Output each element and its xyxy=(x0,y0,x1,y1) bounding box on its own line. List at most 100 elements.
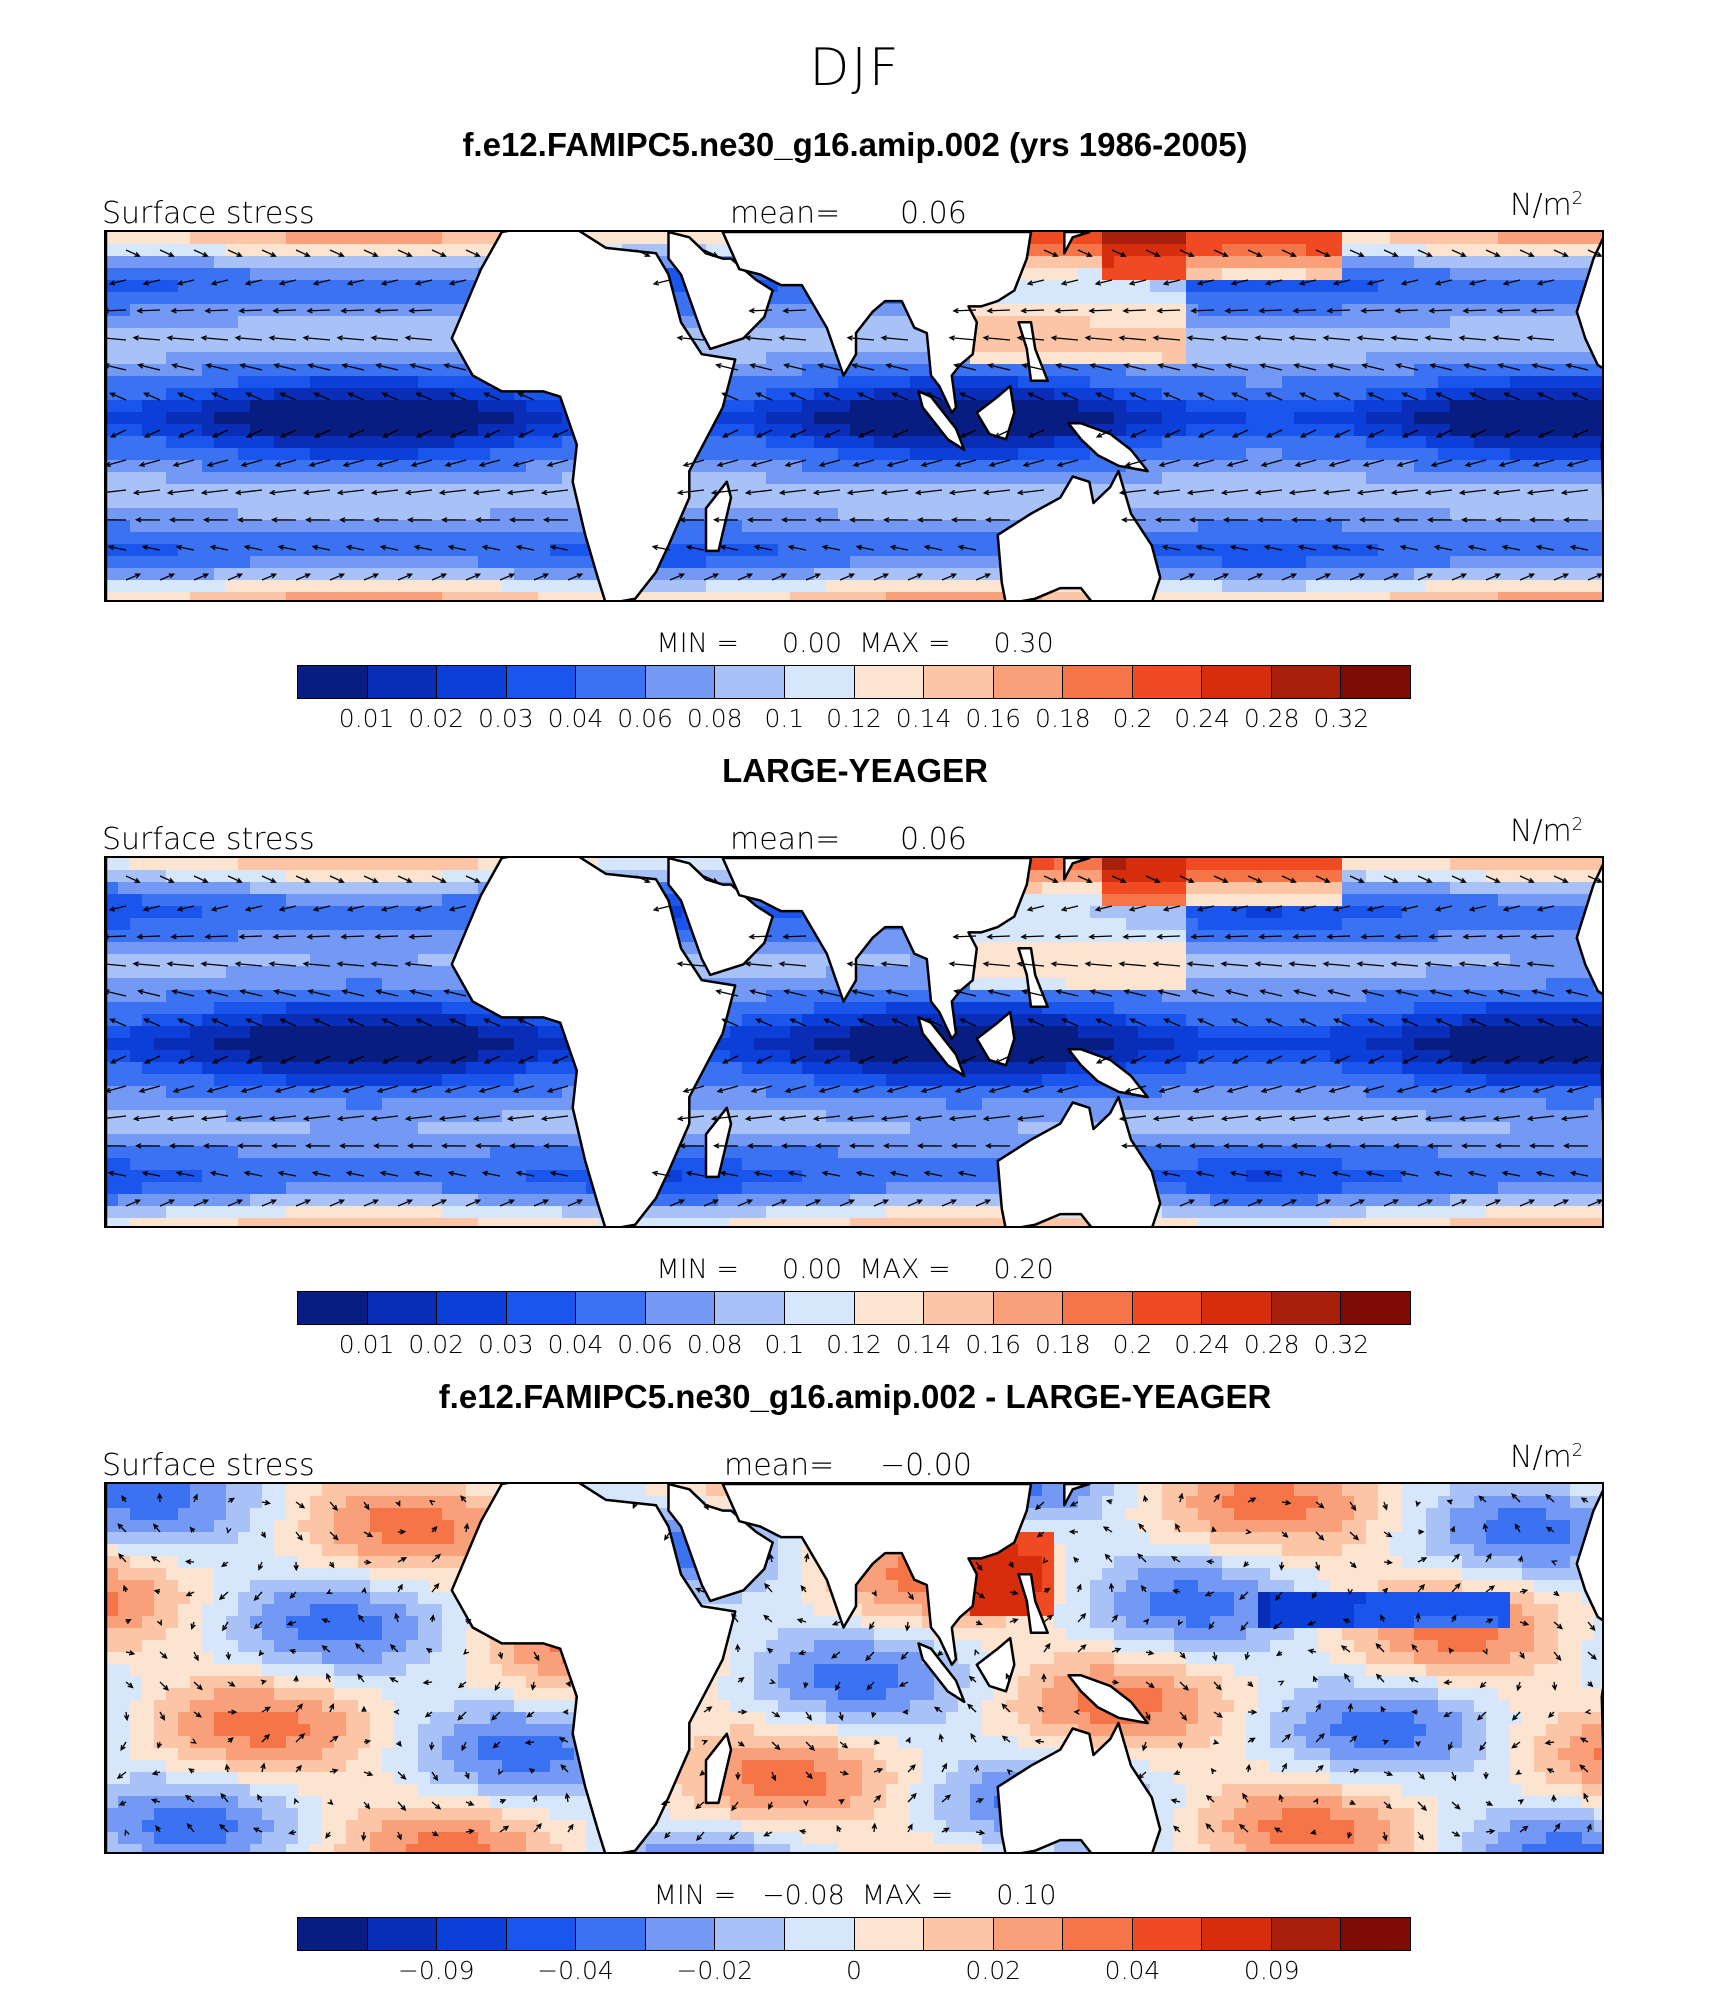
panel-3-colorbar-ticks: −0.09 −0.04 −0.02 0 0.02 0.04 0.09 xyxy=(297,1956,1411,1990)
colorbar-tick-label: 0.04 xyxy=(548,704,604,733)
colorbar-cell xyxy=(785,1292,855,1324)
figure-title: DJF xyxy=(0,38,1710,98)
colorbar-cell xyxy=(576,1918,646,1950)
colorbar-cell xyxy=(437,666,507,698)
panel-2-title: LARGE-YEAGER xyxy=(0,752,1710,790)
colorbar-cell xyxy=(924,666,994,698)
panel-2-mean-label: mean= xyxy=(730,822,840,857)
colorbar-tick-label: 0.12 xyxy=(826,1330,882,1359)
panel-3-variable-label: Surface stress xyxy=(102,1448,315,1483)
colorbar-cell xyxy=(924,1292,994,1324)
colorbar-cell xyxy=(1272,666,1342,698)
colorbar-tick-label: 0.16 xyxy=(965,1330,1021,1359)
colorbar-cell xyxy=(1133,666,1203,698)
colorbar-tick-label: 0.2 xyxy=(1113,704,1153,733)
colorbar-cell xyxy=(715,666,785,698)
colorbar-cell xyxy=(855,666,925,698)
landmass-samerica xyxy=(1602,1044,1604,1228)
colorbar-tick-label: 0.1 xyxy=(764,1330,804,1359)
panel-3-colorbar xyxy=(297,1917,1411,1951)
colorbar-cell xyxy=(368,666,438,698)
colorbar-cell xyxy=(368,1918,438,1950)
colorbar-cell xyxy=(1202,1292,1272,1324)
panel-3-minmax: MIN = −0.08 MAX = 0.10 xyxy=(0,1880,1710,1911)
colorbar-cell xyxy=(298,666,368,698)
colorbar-tick-label: −0.09 xyxy=(398,1956,475,1985)
colorbar-cell xyxy=(1133,1292,1203,1324)
panel-3-mean-label: mean= xyxy=(724,1448,834,1483)
colorbar-cell xyxy=(1063,1292,1133,1324)
colorbar-cell xyxy=(1272,1918,1342,1950)
colorbar-tick-label: 0.16 xyxy=(965,704,1021,733)
colorbar-cell xyxy=(715,1292,785,1324)
panel-1-unit: N/m2 xyxy=(1510,188,1583,223)
colorbar-tick-label: 0.02 xyxy=(408,1330,464,1359)
colorbar-tick-label: 0.08 xyxy=(687,704,743,733)
colorbar-tick-label: 0 xyxy=(846,1956,862,1985)
colorbar-cell xyxy=(507,1292,577,1324)
colorbar-tick-label: 0.04 xyxy=(1105,1956,1161,1985)
colorbar-cell xyxy=(646,1918,716,1950)
colorbar-cell xyxy=(994,1918,1064,1950)
colorbar-tick-label: 0.01 xyxy=(339,1330,395,1359)
colorbar-tick-label: 0.24 xyxy=(1174,704,1230,733)
colorbar-cell xyxy=(576,666,646,698)
colorbar-cell xyxy=(855,1292,925,1324)
colorbar-tick-label: −0.04 xyxy=(537,1956,614,1985)
panel-1-map xyxy=(104,230,1604,602)
colorbar-tick-label: 0.1 xyxy=(764,704,804,733)
colorbar-cell xyxy=(1063,1918,1133,1950)
colorbar-cell xyxy=(646,666,716,698)
colorbar-tick-label: 0.12 xyxy=(826,704,882,733)
colorbar-tick-label: −0.02 xyxy=(676,1956,753,1985)
colorbar-tick-label: 0.32 xyxy=(1314,704,1370,733)
panel-1-colorbar-ticks: 0.01 0.02 0.03 0.04 0.06 0.08 0.1 0.12 0.14 0.16 0… xyxy=(297,704,1411,738)
colorbar-cell xyxy=(507,1918,577,1950)
panel-1-title: f.e12.FAMIPC5.ne30_g16.amip.002 (yrs 198… xyxy=(0,126,1710,164)
colorbar-tick-label: 0.32 xyxy=(1314,1330,1370,1359)
colorbar-cell xyxy=(715,1918,785,1950)
colorbar-tick-label: 0.18 xyxy=(1035,1330,1091,1359)
colorbar-cell xyxy=(1341,1918,1410,1950)
landmass-samerica xyxy=(1602,1670,1604,1854)
panel-2-unit: N/m2 xyxy=(1510,814,1583,849)
landmass-samerica xyxy=(1602,418,1604,602)
colorbar-cell xyxy=(855,1918,925,1950)
colorbar-cell xyxy=(298,1918,368,1950)
panel-1-variable-label: Surface stress xyxy=(102,196,315,231)
panel-3-mean-value: −0.00 xyxy=(880,1448,972,1483)
panel-2-colorbar xyxy=(297,1291,1411,1325)
colorbar-cell xyxy=(1341,1292,1410,1324)
colorbar-cell xyxy=(646,1292,716,1324)
colorbar-cell xyxy=(437,1292,507,1324)
colorbar-tick-label: 0.03 xyxy=(478,1330,534,1359)
panel-1-mean-label: mean= xyxy=(730,196,840,231)
panel-1-colorbar xyxy=(297,665,1411,699)
panel-3-unit: N/m2 xyxy=(1510,1440,1583,1475)
colorbar-tick-label: 0.09 xyxy=(1244,1956,1300,1985)
colorbar-tick-label: 0.02 xyxy=(965,1956,1021,1985)
colorbar-cell xyxy=(785,1918,855,1950)
colorbar-cell xyxy=(576,1292,646,1324)
colorbar-cell xyxy=(924,1918,994,1950)
colorbar-tick-label: 0.14 xyxy=(896,704,952,733)
colorbar-tick-label: 0.28 xyxy=(1244,704,1300,733)
colorbar-cell xyxy=(507,666,577,698)
colorbar-cell xyxy=(1063,666,1133,698)
colorbar-cell xyxy=(1202,666,1272,698)
panel-1-minmax: MIN = 0.00 MAX = 0.30 xyxy=(0,628,1710,659)
colorbar-tick-label: 0.03 xyxy=(478,704,534,733)
colorbar-tick-label: 0.02 xyxy=(408,704,464,733)
panel-2-minmax: MIN = 0.00 MAX = 0.20 xyxy=(0,1254,1710,1285)
colorbar-cell xyxy=(1133,1918,1203,1950)
colorbar-cell xyxy=(994,666,1064,698)
colorbar-tick-label: 0.06 xyxy=(617,704,673,733)
colorbar-tick-label: 0.01 xyxy=(339,704,395,733)
colorbar-tick-label: 0.18 xyxy=(1035,704,1091,733)
colorbar-tick-label: 0.06 xyxy=(617,1330,673,1359)
colorbar-tick-label: 0.2 xyxy=(1113,1330,1153,1359)
colorbar-cell xyxy=(437,1918,507,1950)
panel-2-variable-label: Surface stress xyxy=(102,822,315,857)
colorbar-cell xyxy=(785,666,855,698)
colorbar-cell xyxy=(1341,666,1410,698)
